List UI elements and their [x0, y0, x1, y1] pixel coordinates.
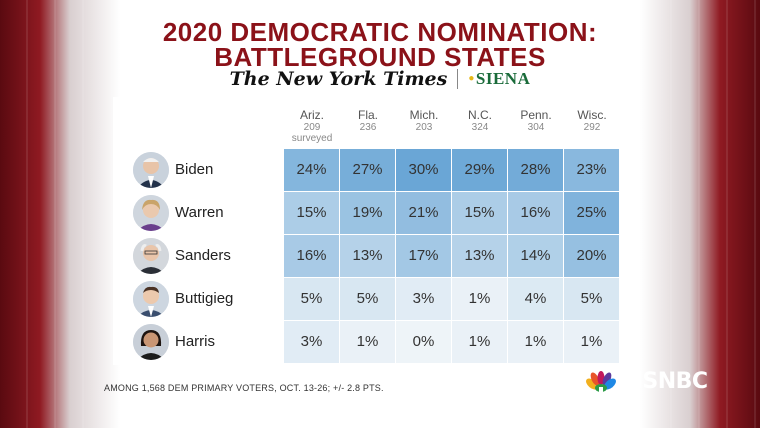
- nyt-logo: The New York Times: [229, 68, 448, 90]
- column-sample-size: 292: [583, 122, 601, 133]
- value-cell: 3%: [284, 321, 339, 363]
- column-sample-size: 324: [471, 122, 489, 133]
- value-cell: 19%: [340, 192, 395, 234]
- value-cell: 28%: [508, 149, 563, 191]
- candidate-row-buttigieg: Buttigieg 5% 5% 3% 1% 4% 5%: [113, 278, 639, 320]
- survey-footnote: AMONG 1,568 DEM PRIMARY VOTERS, OCT. 13-…: [104, 383, 384, 393]
- row-cells: 15% 19% 21% 15% 16% 25%: [284, 192, 621, 234]
- value-cell: 23%: [564, 149, 619, 191]
- row-cells: 5% 5% 3% 1% 4% 5%: [284, 278, 621, 320]
- page-title-line1: 2020 DEMOCRATIC NOMINATION:: [162, 17, 598, 47]
- candidate-row-harris: Harris 3% 1% 0% 1% 1% 1%: [113, 321, 639, 363]
- logo-divider: [457, 69, 459, 89]
- column-header-ariz: Ariz. 209 surveyed: [284, 108, 340, 144]
- value-cell: 16%: [508, 192, 563, 234]
- candidate-name: Warren: [175, 204, 224, 221]
- avatar-harris: [133, 324, 169, 360]
- value-cell: 20%: [564, 235, 619, 277]
- row-cells: 24% 27% 30% 29% 28% 23%: [284, 149, 621, 191]
- candidate-name: Sanders: [175, 247, 231, 264]
- avatar-sanders: [133, 238, 169, 274]
- column-state: Penn.: [520, 108, 552, 122]
- value-cell: 1%: [452, 321, 507, 363]
- siena-logo: SIENA: [468, 69, 530, 89]
- candidate-name: Biden: [175, 161, 214, 178]
- column-header-nc: N.C. 324: [452, 108, 508, 133]
- value-cell: 13%: [340, 235, 395, 277]
- column-header-penn: Penn. 304: [508, 108, 564, 133]
- column-state: Ariz.: [300, 108, 324, 122]
- value-cell: 3%: [396, 278, 451, 320]
- peacock-icon: [586, 370, 616, 393]
- value-cell: 17%: [396, 235, 451, 277]
- avatar-warren: [133, 195, 169, 231]
- value-cell: 14%: [508, 235, 563, 277]
- value-cell: 15%: [284, 192, 339, 234]
- value-cell: 27%: [340, 149, 395, 191]
- value-cell: 24%: [284, 149, 339, 191]
- column-header-wisc: Wisc. 292: [564, 108, 620, 133]
- column-sample-size: 304: [527, 122, 545, 133]
- candidate-row-biden: Biden 24% 27% 30% 29% 28% 23%: [113, 149, 639, 191]
- column-sample-size: 209: [303, 122, 321, 133]
- network-logo: MSNBC: [585, 369, 708, 394]
- source-logos: The New York Times SIENA: [0, 68, 760, 90]
- value-cell: 5%: [340, 278, 395, 320]
- page-title-line2: BATTLEGROUND STATES: [214, 42, 546, 72]
- column-header-fla: Fla. 236: [340, 108, 396, 133]
- row-cells: 3% 1% 0% 1% 1% 1%: [284, 321, 621, 363]
- column-state: N.C.: [468, 108, 492, 122]
- avatar-biden: [133, 152, 169, 188]
- value-cell: 1%: [564, 321, 619, 363]
- column-sample-size: 203: [415, 122, 433, 133]
- value-cell: 15%: [452, 192, 507, 234]
- value-cell: 4%: [508, 278, 563, 320]
- value-cell: 1%: [508, 321, 563, 363]
- value-cell: 25%: [564, 192, 619, 234]
- avatar-buttigieg: [133, 281, 169, 317]
- candidate-name: Harris: [175, 333, 215, 350]
- value-cell: 29%: [452, 149, 507, 191]
- poll-table: Ariz. 209 surveyed Fla. 236 Mich. 203 N.…: [113, 97, 639, 365]
- value-cell: 16%: [284, 235, 339, 277]
- msnbc-wordmark: MSNBC: [621, 369, 708, 394]
- candidate-row-warren: Warren 15% 19% 21% 15% 16% 25%: [113, 192, 639, 234]
- value-cell: 30%: [396, 149, 451, 191]
- value-cell: 1%: [452, 278, 507, 320]
- value-cell: 0%: [396, 321, 451, 363]
- column-sample-note: surveyed: [291, 133, 333, 144]
- column-sample-size: 236: [359, 122, 377, 133]
- column-state: Wisc.: [577, 108, 607, 122]
- value-cell: 5%: [284, 278, 339, 320]
- value-cell: 1%: [340, 321, 395, 363]
- row-cells: 16% 13% 17% 13% 14% 20%: [284, 235, 621, 277]
- candidate-row-sanders: Sanders 16% 13% 17% 13% 14% 20%: [113, 235, 639, 277]
- column-state: Mich.: [409, 108, 439, 122]
- candidate-name: Buttigieg: [175, 290, 234, 307]
- value-cell: 5%: [564, 278, 619, 320]
- column-header-mich: Mich. 203: [396, 108, 452, 133]
- column-state: Fla.: [357, 108, 378, 122]
- value-cell: 21%: [396, 192, 451, 234]
- value-cell: 13%: [452, 235, 507, 277]
